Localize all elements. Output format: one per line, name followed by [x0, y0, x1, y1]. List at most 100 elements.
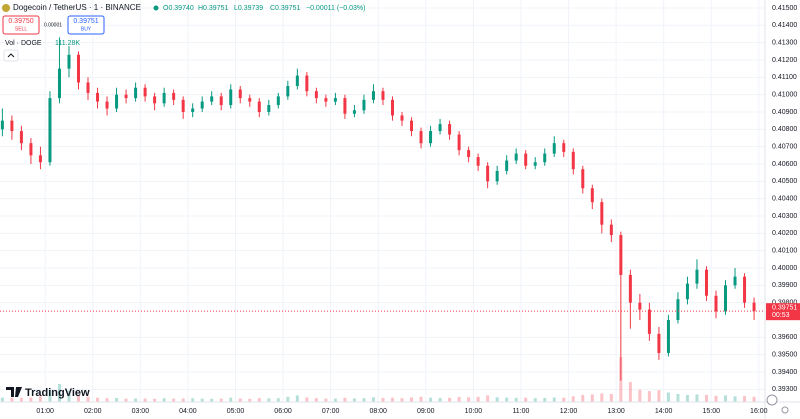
volume-bar: [609, 393, 613, 402]
candle-body: [505, 160, 509, 171]
volume-bar: [448, 397, 452, 402]
candle-body: [410, 120, 414, 132]
x-tick-label: 06:00: [274, 408, 292, 415]
y-tick-label: 0.40900: [772, 109, 797, 116]
y-tick-label: 0.39400: [772, 369, 797, 376]
volume-bar: [533, 398, 537, 402]
candle-body: [134, 87, 138, 99]
volume-bar: [10, 397, 14, 402]
candle-body: [486, 165, 490, 182]
candle-body: [476, 157, 480, 166]
volume-bar: [371, 397, 375, 402]
sell-price: 0.39750: [8, 18, 33, 25]
collapse-button[interactable]: [3, 49, 19, 62]
sell-button[interactable]: [2, 15, 40, 35]
candle-body: [238, 89, 242, 99]
sell-label: SELL: [15, 26, 27, 32]
volume-bar: [419, 396, 423, 402]
volume-bar: [571, 396, 575, 402]
candle-body: [257, 101, 261, 112]
x-tick-label: 02:00: [84, 408, 102, 415]
candle-body: [695, 269, 699, 284]
x-tick-label: 11:00: [512, 408, 529, 415]
volume-bar: [181, 398, 185, 402]
volume-bar: [362, 398, 366, 402]
buy-label: BUY: [81, 26, 92, 32]
volume-bar: [219, 398, 223, 402]
candle-body: [371, 91, 375, 100]
candles: [0, 37, 756, 381]
logo-icon: [6, 387, 22, 397]
x-tick-label: 12:00: [560, 408, 578, 415]
volume-bar: [524, 397, 528, 402]
countdown: 00:53: [772, 312, 790, 319]
candle-body: [352, 110, 356, 114]
buy-price: 0.39751: [73, 18, 98, 25]
volume-bar: [638, 389, 642, 402]
y-tick-label: 0.39500: [772, 352, 797, 359]
y-tick-label: 0.40100: [772, 248, 797, 255]
volume-bar: [115, 397, 119, 402]
candle-body: [105, 101, 109, 109]
candle-body: [429, 131, 433, 144]
candle-body: [10, 120, 14, 132]
candle-body: [685, 283, 689, 300]
volume-bar: [704, 394, 708, 402]
candle-body: [124, 94, 128, 99]
logo: TradingView: [25, 387, 90, 399]
y-tick-label: 0.39300: [772, 386, 797, 393]
candle-body: [419, 131, 423, 144]
alert-button[interactable]: [766, 394, 778, 406]
candle-body: [362, 99, 366, 111]
volume-bar: [86, 396, 90, 402]
settings-button[interactable]: [781, 406, 789, 414]
volume-bar: [438, 397, 442, 402]
volume-bar: [305, 397, 309, 402]
y-tick-label: 0.41100: [772, 74, 797, 81]
candle-body: [0, 120, 4, 130]
last-price-tag: [766, 303, 800, 321]
symbol: Dogecoin / TetherUS · 1 · BINANCE: [13, 3, 141, 12]
y-tick-label: 0.41400: [772, 22, 797, 29]
candle-body: [638, 302, 642, 310]
y-tick-label: 0.41200: [772, 57, 797, 64]
close: C0.39751: [270, 5, 300, 12]
collapse-icon: [7, 53, 15, 58]
y-tick-label: 0.39600: [772, 334, 797, 341]
candle-body: [48, 98, 52, 163]
volume-bar: [352, 398, 356, 402]
candle-body: [76, 54, 80, 83]
volume-bar: [153, 398, 157, 402]
volume-bar: [733, 396, 737, 402]
volume-bar: [581, 394, 585, 402]
volume-bar: [238, 398, 242, 402]
volume-bar: [324, 398, 328, 402]
candle-body: [743, 276, 747, 303]
candle-body: [314, 91, 318, 99]
x-tick-label: 09:00: [417, 408, 435, 415]
volume-bar: [191, 398, 195, 402]
candle-body: [543, 153, 547, 163]
volume-bar: [562, 397, 566, 402]
volume-bar: [467, 397, 471, 402]
candle-body: [628, 274, 632, 303]
y-tick-label: 0.39900: [772, 282, 797, 289]
candle-body: [153, 96, 157, 104]
volume-bar: [229, 397, 233, 402]
candle-body: [172, 92, 176, 100]
volume-bar: [714, 395, 718, 402]
volume-bar: [543, 397, 547, 402]
candle-body: [590, 188, 594, 203]
candle-body: [229, 89, 233, 106]
volume-bar: [76, 394, 80, 402]
buy-button[interactable]: [67, 15, 105, 35]
candle-body: [467, 150, 471, 158]
volume-bar: [628, 382, 632, 402]
high: H0.39751: [198, 5, 228, 12]
volume-bar: [676, 393, 680, 402]
x-tick-label: 08:00: [369, 408, 387, 415]
volume-bar: [162, 398, 166, 402]
candle-body: [29, 143, 33, 156]
